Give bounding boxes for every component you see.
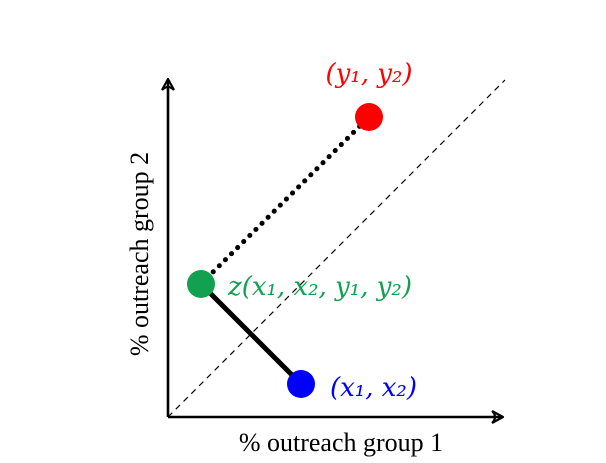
label-y-point: (y₁, y₂) <box>325 59 412 89</box>
dotted-line-z-to-y <box>198 114 372 287</box>
point-z <box>187 270 215 298</box>
diagonal-dashed-line <box>167 79 506 418</box>
label-x-point: (x₁, x₂) <box>330 373 417 403</box>
point-x <box>287 370 315 398</box>
point-y <box>355 103 383 131</box>
label-z-point: z(x₁, x₂, y₁, y₂) <box>227 272 412 302</box>
y-axis-title: % outreach group 2 <box>125 152 154 356</box>
x-axis-title: % outreach group 1 <box>239 428 443 457</box>
solid-line-z-to-x <box>199 282 303 386</box>
